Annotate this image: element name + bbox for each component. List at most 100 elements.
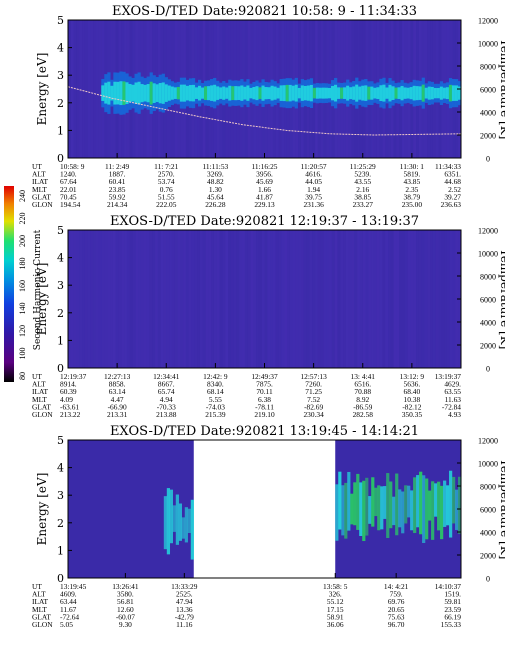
spectrogram-column bbox=[188, 230, 192, 368]
spectrogram-column bbox=[351, 230, 355, 368]
cell-glat: -86.59 bbox=[353, 402, 372, 411]
colorbar-gradient bbox=[4, 186, 14, 382]
band-core bbox=[125, 82, 129, 104]
spectrogram-column bbox=[73, 230, 77, 368]
y-tick-label: 3 bbox=[57, 279, 64, 292]
spectrogram-column bbox=[253, 230, 257, 368]
spectrogram-column bbox=[373, 230, 377, 368]
cell-alt: 4629. bbox=[444, 380, 461, 389]
spectrogram-stripe bbox=[440, 485, 444, 540]
spectrogram-column bbox=[368, 230, 372, 368]
band-core bbox=[104, 82, 108, 104]
spectrogram-column bbox=[222, 230, 226, 368]
spectrogram-column bbox=[390, 230, 394, 368]
cell-glat: -82.69 bbox=[304, 402, 323, 411]
cell-ut: 13:33:29 bbox=[171, 582, 198, 591]
band-core bbox=[394, 87, 398, 99]
spectrogram-stripe bbox=[419, 471, 423, 535]
spectrogram-column bbox=[110, 230, 113, 368]
panel-title: EXOS-D/TED Date:920821 10:58: 9 - 11:34:… bbox=[112, 4, 417, 19]
spectrogram-column bbox=[289, 230, 293, 368]
spectrogram-column bbox=[216, 230, 220, 368]
cell-ut: 13:26:41 bbox=[112, 582, 139, 591]
cell-glat: 59.92 bbox=[109, 192, 126, 201]
spectrogram-column bbox=[267, 230, 271, 368]
spectrogram-column bbox=[354, 230, 358, 368]
y-tick-label: 2 bbox=[57, 307, 64, 320]
cell-ilat: 45.69 bbox=[256, 177, 273, 186]
y-tick-label: 0 bbox=[57, 572, 64, 585]
y2-tick-label: 6000 bbox=[480, 86, 496, 95]
cell-ut: 12:19:37 bbox=[60, 372, 87, 381]
band-core bbox=[337, 87, 341, 99]
cell-alt: 7260. bbox=[305, 380, 322, 389]
spectrogram-column bbox=[236, 230, 240, 368]
colorbar-tick-label: 100 bbox=[18, 348, 27, 360]
spectrogram-column bbox=[157, 230, 161, 368]
spectrogram-column bbox=[82, 230, 85, 368]
spectrogram-column bbox=[416, 230, 419, 368]
spectrogram-column bbox=[115, 230, 119, 368]
row-label-ilat: ILAT bbox=[32, 387, 48, 396]
y-tick-label: 4 bbox=[57, 42, 64, 55]
spectrogram-stripe bbox=[389, 481, 393, 529]
cell-alt: 2570. bbox=[158, 170, 175, 179]
spectrogram-stripe bbox=[368, 496, 372, 524]
cell-glon: 4.93 bbox=[448, 410, 461, 419]
cell-glat: 45.64 bbox=[207, 192, 224, 201]
spectrogram-column bbox=[452, 230, 456, 368]
y2-tick-label: 12000 bbox=[478, 227, 498, 236]
row-label-glon: GLON bbox=[32, 200, 53, 209]
y-tick-label: 1 bbox=[57, 124, 64, 137]
cell-alt: 7875. bbox=[256, 380, 273, 389]
band-core bbox=[382, 84, 386, 102]
cell-ut: 13: 4:41 bbox=[351, 372, 376, 381]
cell-alt: 1887. bbox=[109, 170, 126, 179]
spectrogram-column bbox=[258, 230, 262, 368]
band-core bbox=[406, 87, 410, 99]
y-tick-label: 4 bbox=[57, 252, 64, 265]
cell-alt: 1240. bbox=[60, 170, 77, 179]
cell-glon: 226.28 bbox=[205, 200, 226, 209]
spectrogram-column bbox=[202, 230, 206, 368]
spectrogram-column bbox=[87, 20, 91, 158]
y2-tick-label: 4000 bbox=[480, 319, 496, 328]
band-core bbox=[149, 81, 153, 105]
cell-mlt: 22.01 bbox=[60, 185, 77, 194]
spectrogram-column bbox=[404, 230, 408, 368]
cell-mlt: 11.67 bbox=[60, 605, 77, 614]
orbit-info-table: UTALTILATMLTGLATGLON13:19:454609.63.4411… bbox=[32, 582, 461, 629]
spectrogram-stripe bbox=[386, 473, 390, 538]
colorbar-label: Second Harmonic Current bbox=[33, 229, 43, 350]
spectrogram-column bbox=[410, 230, 414, 368]
band-core bbox=[240, 85, 244, 101]
spectrogram-column bbox=[166, 230, 170, 368]
band-core bbox=[188, 85, 193, 102]
panel-title: EXOS-D/TED Date:920821 13:19:45 - 14:14:… bbox=[110, 424, 419, 439]
spectrogram-stripe bbox=[404, 485, 408, 524]
band-core bbox=[334, 84, 338, 102]
band-core bbox=[279, 85, 283, 101]
band-core bbox=[442, 87, 447, 99]
cell-glat: -72.84 bbox=[442, 402, 461, 411]
cell-ilat: 60.41 bbox=[109, 177, 126, 186]
cell-alt: 3956. bbox=[256, 170, 273, 179]
band-core bbox=[225, 87, 229, 99]
spectrogram-column bbox=[174, 230, 178, 368]
spectrogram-column bbox=[211, 230, 214, 368]
band-core bbox=[128, 83, 132, 103]
spectrogram-stripe bbox=[178, 503, 182, 541]
band-core bbox=[291, 85, 295, 101]
spectrogram-column bbox=[345, 230, 349, 368]
cell-ilat: 43.55 bbox=[354, 177, 371, 186]
y-tick-label: 4 bbox=[57, 462, 64, 475]
spectrogram-stripe bbox=[383, 486, 387, 519]
cell-glat: -72.64 bbox=[60, 612, 79, 621]
band-core bbox=[116, 81, 120, 105]
band-core bbox=[249, 87, 253, 99]
cell-ut: 12:34:41 bbox=[153, 372, 180, 381]
cell-ilat: 56.81 bbox=[117, 597, 134, 606]
spectrogram-column bbox=[90, 230, 94, 368]
cell-glat: 66.19 bbox=[444, 612, 461, 621]
y2-tick-label: 10000 bbox=[478, 250, 498, 259]
